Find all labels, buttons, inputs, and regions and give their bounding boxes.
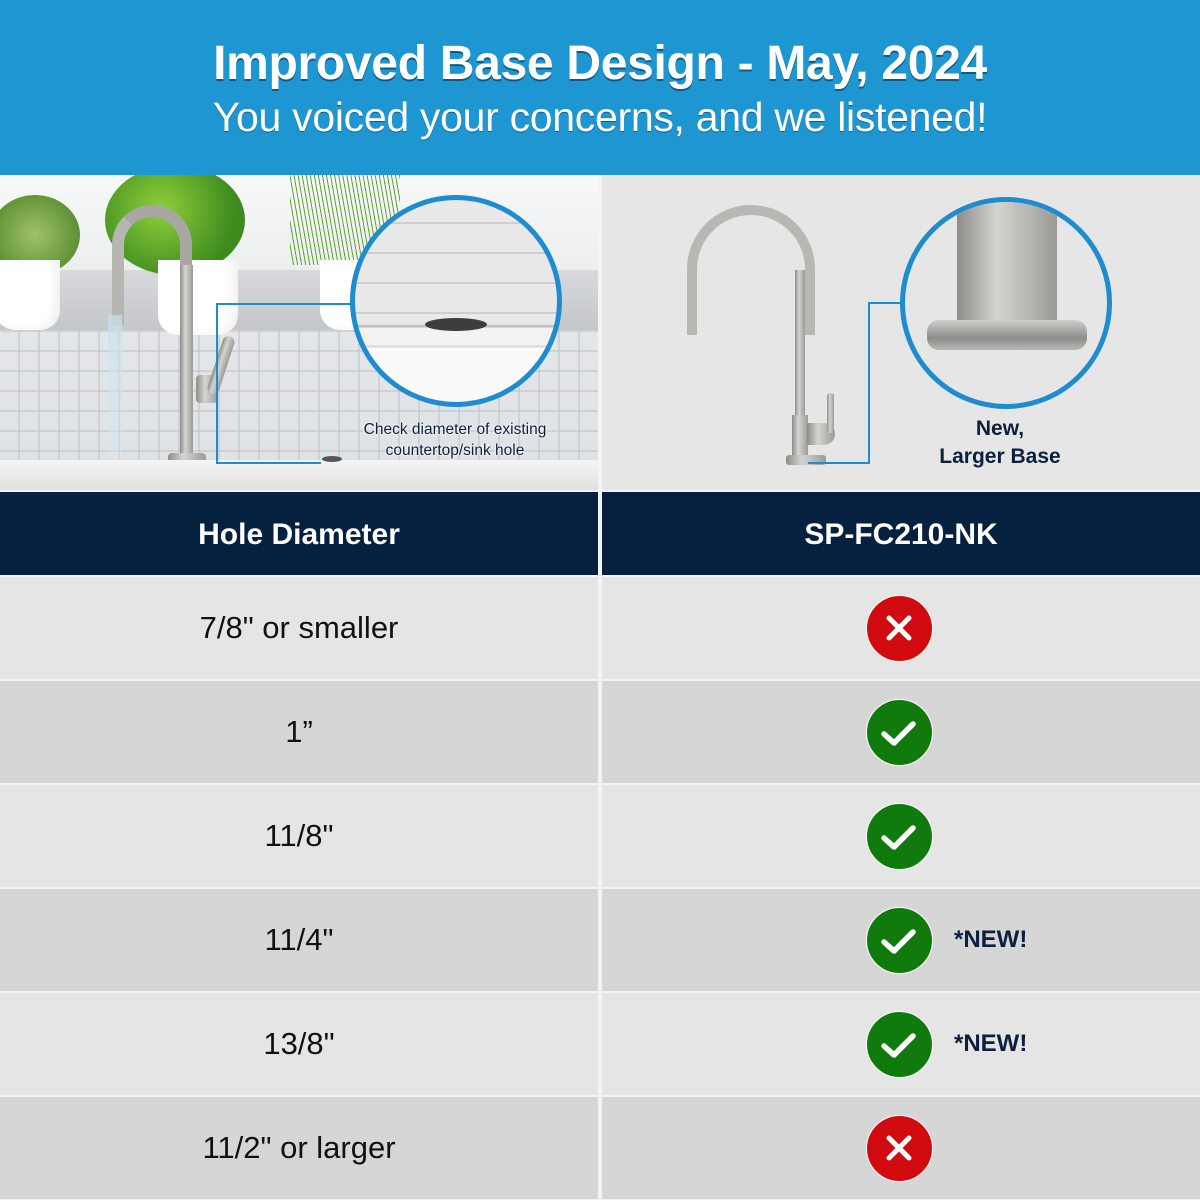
callout-line	[216, 303, 218, 463]
product-stem	[792, 415, 808, 465]
hole-caption: Check diameter of existing countertop/si…	[363, 421, 547, 459]
product-faucet-photo: New, Larger Base	[602, 175, 1200, 490]
callout-line	[868, 302, 870, 464]
base-zoom-circle	[900, 197, 1112, 409]
hole-size: 13/8"	[263, 1026, 335, 1061]
check-circle-icon	[866, 699, 933, 766]
page-title: Improved Base Design - May, 2024	[213, 37, 987, 90]
check-circle-icon	[866, 1011, 933, 1078]
check-circle-icon	[866, 907, 933, 974]
column-divider	[598, 175, 602, 1200]
hole-size: 7/8" or smaller	[199, 610, 399, 645]
faucet-handle	[206, 334, 236, 396]
product-handle	[827, 393, 834, 433]
photo-row: Check diameter of existing countertop/si…	[0, 175, 1200, 490]
base-caption: New, Larger Base	[939, 417, 1061, 468]
compatibility-cell	[602, 785, 1200, 887]
compatibility-cell	[602, 1097, 1200, 1199]
plant-pot	[0, 260, 60, 330]
compatibility-cell	[602, 577, 1200, 679]
callout-line	[868, 302, 902, 304]
existing-hole	[322, 456, 342, 462]
new-badge: *NEW!	[954, 1030, 1028, 1057]
hole-size: 1”	[285, 714, 313, 749]
kitchen-faucet-photo: Check diameter of existing countertop/si…	[0, 175, 598, 490]
hole-zoom-circle	[350, 195, 562, 407]
product-base	[786, 455, 826, 465]
table-row: 13/8" *NEW!	[0, 991, 1200, 1095]
header-banner: Improved Base Design - May, 2024 You voi…	[0, 0, 1200, 175]
hole-size: 11/8"	[264, 818, 334, 853]
callout-line	[216, 303, 352, 305]
compatibility-cell: *NEW!	[602, 889, 1200, 991]
hole-size: 11/4"	[264, 922, 334, 957]
page-subtitle: You voiced your concerns, and we listene…	[212, 94, 988, 140]
compatibility-cell: *NEW!	[602, 993, 1200, 1095]
faucet-base	[168, 453, 206, 463]
base-column-detail	[957, 202, 1057, 327]
hole-detail	[425, 318, 487, 331]
callout-line	[216, 462, 321, 464]
column-header-hole-diameter: Hole Diameter	[198, 518, 400, 551]
column-header-model: SP-FC210-NK	[804, 518, 998, 551]
check-circle-icon	[866, 803, 933, 870]
callout-line	[808, 462, 870, 464]
product-spout	[687, 205, 815, 335]
x-circle-icon	[866, 1115, 933, 1182]
hole-size: 11/2" or larger	[202, 1130, 396, 1165]
countertop	[0, 460, 598, 490]
water-stream	[108, 315, 122, 465]
compatibility-cell	[602, 681, 1200, 783]
product-body	[795, 270, 805, 420]
new-badge: *NEW!	[954, 926, 1028, 953]
faucet-body	[180, 265, 193, 460]
base-flange-detail	[927, 320, 1087, 350]
x-circle-icon	[866, 595, 933, 662]
